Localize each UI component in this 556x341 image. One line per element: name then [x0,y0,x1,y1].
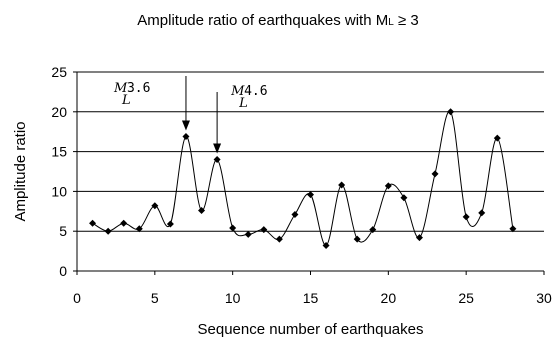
data-point [338,181,346,189]
annotations: ML3.6 ML4.6 [113,76,268,154]
x-axis-title: Sequence number of earthquakes [198,321,424,338]
x-tick-label: 0 [73,290,81,306]
data-point [229,224,237,232]
data-point [369,226,377,234]
annotation-subscript: L [121,93,131,108]
y-tick-label: 15 [51,144,67,160]
series-line [92,110,514,247]
y-axis-title: Amplitude ratio [12,121,29,221]
data-point [89,219,97,227]
data-point [244,230,252,238]
data-point [384,182,392,190]
x-tick-label: 20 [381,290,397,306]
data-point [415,234,423,242]
data-point [198,207,206,215]
x-tick-label: 30 [536,290,552,306]
data-point [462,213,470,221]
data-point [260,226,268,234]
annotation-subscript: L [238,96,248,111]
data-point [493,134,501,142]
data-points [89,108,517,250]
data-point [447,108,455,116]
annotation-arrow-head [181,120,190,131]
annotation-value: 4.6 [244,84,267,99]
annotation-value: 3.6 [127,81,150,96]
data-point [431,170,439,178]
annotation-arrow-head [213,143,222,154]
data-point [213,156,221,164]
data-point [353,235,361,243]
y-tick-label: 20 [51,104,67,120]
data-point [182,132,190,140]
y-tick-label: 0 [59,263,67,279]
x-tick-label: 15 [303,290,319,306]
data-point [307,191,314,199]
annotation-magnitude-symbol: M [113,81,128,96]
chart-title-sub: L [388,17,394,28]
chart-title-prefix: Amplitude ratio of earthquakes with M [137,12,389,29]
data-point [104,227,112,235]
x-tick-label: 10 [225,290,241,306]
data-point [166,220,174,228]
data-point [291,210,299,218]
y-tick-label: 10 [51,183,67,199]
y-tick-label: 25 [51,64,67,80]
y-tick-label: 5 [59,223,67,239]
chart-title-suffix: ≥ 3 [393,12,419,29]
data-point [322,242,330,250]
chart-title: Amplitude ratio of earthquakes with ML ≥… [0,12,556,29]
ticks: 0 5 10 15 20 25 0 5 10 15 20 25 30 [51,64,552,306]
x-tick-label: 5 [151,290,159,306]
data-point [120,219,128,227]
data-point [275,235,283,243]
data-point [151,202,159,210]
data-point [478,209,486,217]
data-point [400,194,408,202]
x-tick-label: 25 [458,290,474,306]
data-point [509,225,517,233]
annotation-magnitude-symbol: M [230,84,245,99]
axes [76,72,544,272]
data-point [135,225,143,233]
